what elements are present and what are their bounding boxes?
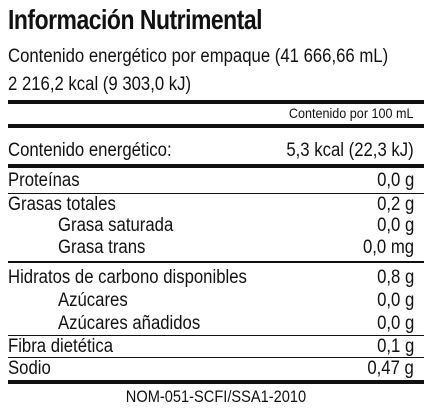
divider — [8, 124, 424, 128]
divider — [8, 164, 424, 168]
column-header: Contenido por 100 mL — [289, 105, 414, 121]
row-value: 0,2 g — [376, 194, 414, 215]
row-sugars: Azúcares 0,0 g — [8, 289, 424, 313]
row-value: 0,0 mg — [362, 237, 414, 258]
divider — [8, 335, 424, 336]
package-energy-values: 2 216,2 kcal (9 303,0 kJ) — [8, 74, 192, 95]
row-value: 0,8 g — [376, 267, 414, 288]
regulation-footer: NOM-051-SCFI/SSA1-2010 — [125, 387, 307, 406]
row-sodium: Sodio 0,47 g — [8, 357, 424, 381]
row-total-fat: Grasas totales 0,2 g — [8, 193, 424, 217]
row-value: 0,0 g — [376, 170, 414, 191]
row-trans-fat: Grasa trans 0,0 mg — [8, 236, 424, 260]
row-label: Azúcares añadidos — [58, 313, 201, 334]
package-energy-line: Contenido energético por empaque (41 666… — [8, 46, 389, 67]
row-label: Grasa saturada — [58, 215, 174, 236]
row-protein: Proteínas 0,0 g — [8, 169, 424, 193]
divider — [8, 380, 424, 384]
row-label: Contenido energético: — [8, 140, 172, 161]
row-saturated-fat: Grasa saturada 0,0 g — [8, 214, 424, 238]
row-label: Grasa trans — [58, 237, 146, 258]
divider — [8, 261, 424, 263]
row-carbohydrates: Hidratos de carbono disponibles 0,8 g — [8, 266, 424, 290]
row-value: 0,0 g — [376, 215, 414, 236]
row-label: Proteínas — [8, 170, 80, 191]
row-added-sugars: Azúcares añadidos 0,0 g — [8, 312, 424, 336]
row-value: 5,3 kcal (22,3 kJ) — [286, 140, 414, 161]
row-value: 0,1 g — [376, 336, 414, 357]
divider — [8, 357, 424, 358]
row-label: Fibra dietética — [8, 336, 114, 357]
row-value: 0,47 g — [367, 358, 414, 379]
row-energy: Contenido energético: 5,3 kcal (22,3 kJ) — [8, 139, 424, 163]
row-value: 0,0 g — [376, 313, 414, 334]
row-label: Azúcares — [58, 290, 128, 311]
row-value: 0,0 g — [376, 290, 414, 311]
divider — [8, 193, 424, 194]
nutrition-title: Información Nutrimental — [8, 4, 263, 35]
row-fiber: Fibra dietética 0,1 g — [8, 335, 424, 359]
divider — [8, 100, 424, 104]
row-label: Sodio — [8, 358, 51, 379]
row-label: Hidratos de carbono disponibles — [8, 267, 247, 288]
row-label: Grasas totales — [8, 194, 116, 215]
